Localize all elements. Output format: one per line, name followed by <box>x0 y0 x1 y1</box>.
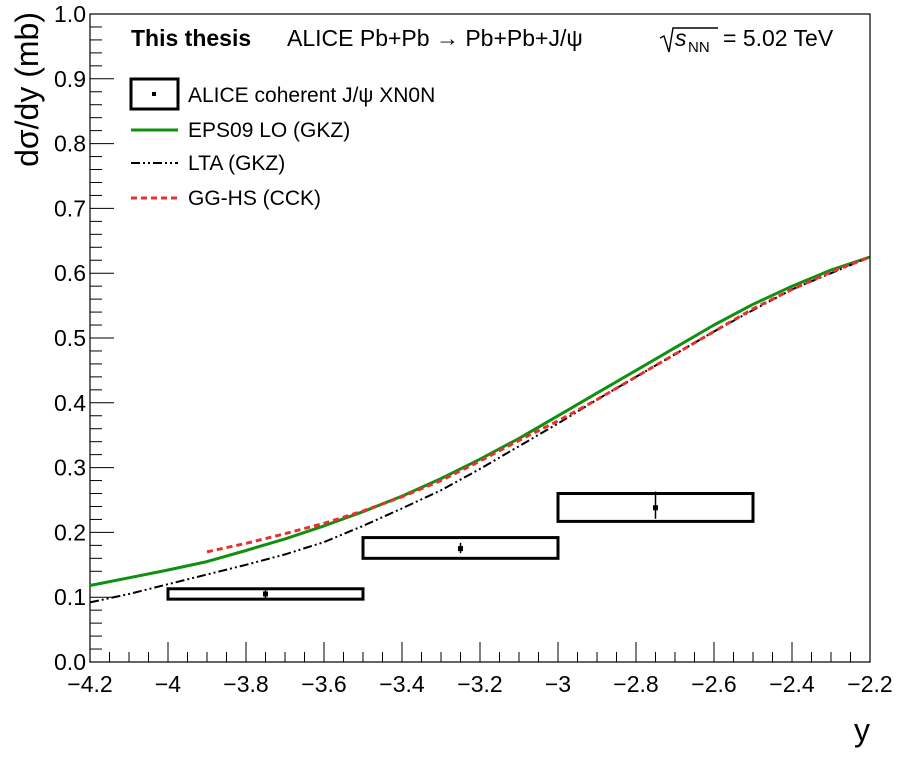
legend-item-lta: LTA (GKZ) <box>131 152 285 175</box>
y-tick-label: 0.9 <box>54 66 86 92</box>
series-line-2 <box>206 255 871 554</box>
syst-box-1 <box>361 536 560 560</box>
series-line-0 <box>89 255 871 587</box>
x-tick-label: −2.8 <box>613 671 658 697</box>
data-points <box>166 491 755 601</box>
legend-label-gghs: GG-HS (CCK) <box>188 187 321 210</box>
x-tick-label: −4.2 <box>67 671 112 697</box>
y-tick-label: 0.4 <box>54 390 86 416</box>
x-tick-label: −3.2 <box>457 671 502 697</box>
x-tick-label: −3.4 <box>379 671 425 697</box>
legend-box-marker <box>129 77 180 111</box>
sqrt-sign-icon <box>659 27 718 53</box>
y-tick-label: 0.0 <box>54 649 86 675</box>
series-line-1 <box>89 256 871 604</box>
header-energy-value: = 5.02 TeV <box>723 25 834 51</box>
legend-item-eps09: EPS09 LO (GKZ) <box>131 119 350 142</box>
y-tick-label: 0.7 <box>54 195 86 221</box>
x-tick-label: −2.2 <box>847 671 892 697</box>
legend-label-eps09: EPS09 LO (GKZ) <box>188 119 350 142</box>
y-tick-label: 1.0 <box>54 1 86 27</box>
legend-point-marker <box>152 92 156 96</box>
header: This thesis ALICE Pb+Pb → Pb+Pb+J/ψ s NN… <box>131 25 834 56</box>
x-tick-label: −2.4 <box>769 671 815 697</box>
data-point-1 <box>458 546 463 552</box>
legend-item-gghs: GG-HS (CCK) <box>131 187 321 210</box>
curves <box>89 255 871 604</box>
header-process: ALICE Pb+Pb → Pb+Pb+J/ψ <box>287 25 583 51</box>
header-bold-label: This thesis <box>131 25 251 51</box>
x-tick-label: −4 <box>155 671 181 697</box>
data-point-2 <box>653 505 658 511</box>
y-tick-label: 0.5 <box>54 325 86 351</box>
tick-labels: −4.2 −4 −3.8 −3.6 −3.4 −3.2 −3 −2.8 −2.6 −2.4 −2.2… <box>54 1 893 697</box>
axis-ticks <box>89 13 871 663</box>
x-tick-label: −3.8 <box>223 671 268 697</box>
x-tick-label: −2.6 <box>691 671 736 697</box>
data-point-0 <box>263 591 268 597</box>
legend-label-lta: LTA (GKZ) <box>188 152 285 175</box>
y-tick-label: 0.1 <box>54 584 86 610</box>
y-axis-title: dσ/dy (mb) <box>9 12 45 167</box>
y-tick-label: 0.2 <box>54 519 86 545</box>
x-tick-label: −3.6 <box>301 671 346 697</box>
header-energy-subscript: NN <box>688 39 710 56</box>
legend-item-alice: ALICE coherent J/ψ XN0N <box>129 77 435 111</box>
x-tick-label: −3 <box>545 671 571 697</box>
y-tick-label: 0.3 <box>54 455 86 481</box>
x-axis-title: y <box>854 712 870 748</box>
y-tick-label: 0.8 <box>54 131 86 157</box>
y-tick-label: 0.6 <box>54 260 86 286</box>
legend-label-alice: ALICE coherent J/ψ XN0N <box>188 84 435 107</box>
header-energy-symbol: s <box>675 25 687 51</box>
legend: ALICE coherent J/ψ XN0N EPS09 LO (GKZ) L… <box>129 77 435 210</box>
